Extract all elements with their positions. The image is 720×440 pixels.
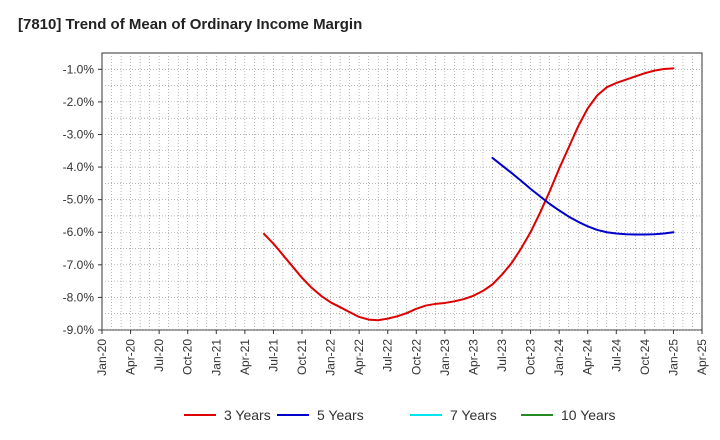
x-tick-label: Apr-24	[581, 339, 595, 375]
x-tick-label: Oct-24	[638, 339, 652, 375]
x-tick-label: Apr-20	[124, 339, 138, 375]
x-tick-label: Jul-21	[266, 339, 280, 372]
x-tick-label: Apr-21	[238, 339, 252, 375]
x-tick-label: Apr-23	[466, 339, 480, 375]
x-tick-label: Jul-24	[609, 339, 623, 372]
y-tick-label: -6.0%	[63, 225, 95, 239]
legend: 3 Years 5 Years 7 Years 10 Years	[184, 407, 616, 423]
x-tick-label: Jul-23	[495, 339, 509, 372]
x-tick-label: Jul-20	[152, 339, 166, 372]
x-tick-label: Oct-20	[181, 339, 195, 375]
x-tick-label: Oct-21	[295, 339, 309, 375]
series-layer	[262, 67, 675, 322]
x-tick-label: Apr-22	[352, 339, 366, 375]
x-tick-label: Jul-22	[381, 339, 395, 372]
legend-label-5-years: 5 Years	[317, 407, 364, 423]
x-tick-label: Jan-23	[438, 339, 452, 376]
y-tick-label: -2.0%	[63, 95, 95, 109]
y-tick-label: -8.0%	[63, 290, 95, 304]
x-tick-label: Oct-23	[524, 339, 538, 375]
y-tick-label: -3.0%	[63, 127, 95, 141]
series-line-3-years	[262, 67, 675, 322]
y-tick-label: -5.0%	[63, 193, 95, 207]
y-tick-label: -1.0%	[63, 62, 95, 76]
x-tick-label: Jan-25	[666, 339, 680, 376]
y-axis-ticks: -1.0% -2.0% -3.0% -4.0% -5.0% -6.0% -7.0% -8.0%…	[63, 62, 102, 337]
plot-area	[101, 52, 703, 331]
series-line-5-years	[491, 156, 675, 236]
y-tick-label: -7.0%	[63, 258, 95, 272]
x-axis-ticks: Jan-20 Apr-20 Jul-20 Oct-20 Jan-21 Apr-21 Jul-…	[95, 330, 709, 376]
y-tick-label: -9.0%	[63, 323, 95, 337]
grid-layer	[102, 53, 702, 331]
x-tick-label: Jan-22	[324, 339, 338, 376]
x-tick-label: Jan-20	[95, 339, 109, 376]
legend-label-7-years: 7 Years	[450, 407, 497, 423]
x-tick-label: Jan-21	[209, 339, 223, 376]
x-tick-label: Oct-22	[409, 339, 423, 375]
legend-label-10-years: 10 Years	[561, 407, 616, 423]
chart-title: [7810] Trend of Mean of Ordinary Income …	[18, 16, 363, 33]
legend-label-3-years: 3 Years	[224, 407, 271, 423]
y-tick-label: -4.0%	[63, 160, 95, 174]
x-tick-label: Jan-24	[552, 339, 566, 376]
x-tick-label: Apr-25	[695, 339, 709, 375]
